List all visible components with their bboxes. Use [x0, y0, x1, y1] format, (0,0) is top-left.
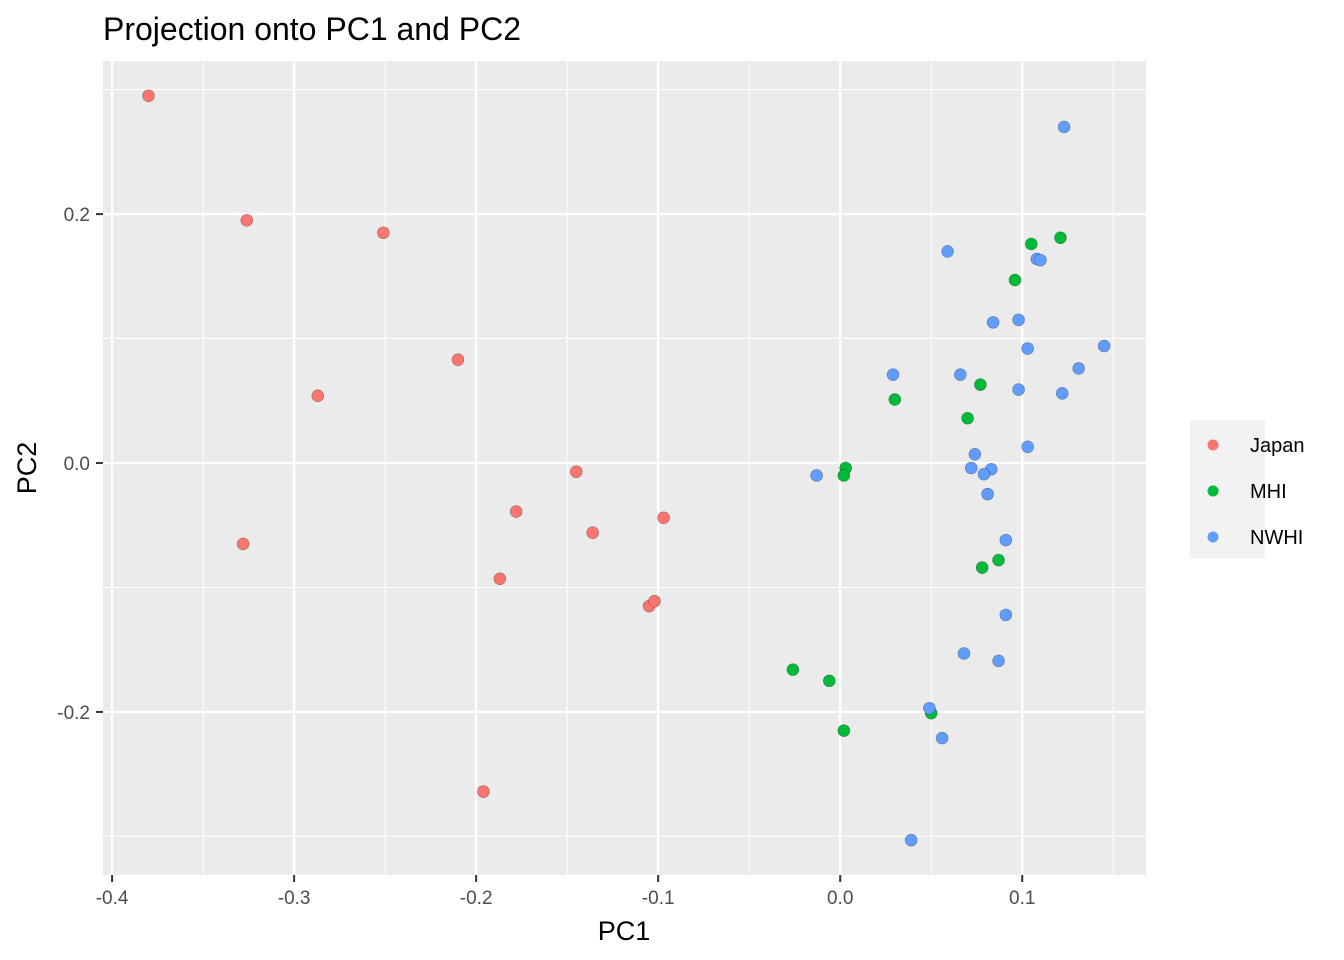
point-japan [509, 505, 523, 518]
point-nwhi [935, 731, 949, 745]
legend-label-japan: Japan [1250, 435, 1305, 457]
point-nwhi [886, 368, 900, 381]
point-nwhi [1021, 440, 1034, 454]
point-mhi [837, 469, 851, 482]
x-tick-label: -0.2 [460, 888, 493, 909]
point-mhi [1054, 231, 1067, 245]
point-nwhi [923, 701, 936, 715]
data-points [142, 89, 1111, 847]
point-nwhi [977, 467, 991, 481]
x-tick-label: -0.1 [642, 888, 675, 909]
point-nwhi [1034, 253, 1047, 267]
point-mhi [974, 378, 987, 391]
point-nwhi [1012, 383, 1025, 396]
y-tick-label: 0.0 [64, 454, 90, 475]
x-axis-title: PC1 [598, 916, 651, 946]
point-mhi [888, 393, 902, 406]
point-mhi [992, 553, 1005, 567]
point-nwhi [999, 608, 1013, 622]
minor-gridlines [103, 61, 1146, 875]
point-nwhi [1057, 120, 1071, 134]
point-japan [311, 389, 325, 403]
point-nwhi [1072, 362, 1085, 375]
point-nwhi [992, 654, 1005, 668]
point-nwhi [941, 245, 954, 258]
point-mhi [961, 411, 974, 425]
point-nwhi [968, 448, 982, 461]
legend-background [1190, 420, 1265, 558]
point-mhi [975, 561, 989, 574]
point-nwhi [964, 461, 978, 475]
y-axis-ticks: -0.2 0.0 0.2 [57, 205, 103, 724]
point-nwhi [1012, 313, 1025, 327]
legend-label-nwhi: NWHI [1250, 527, 1303, 549]
point-japan [477, 785, 490, 798]
point-nwhi [986, 316, 1000, 329]
legend-key-mhi [1207, 485, 1219, 497]
point-mhi [1008, 273, 1022, 287]
x-tick-label: 0.1 [1009, 888, 1035, 909]
chart-title: Projection onto PC1 and PC2 [103, 11, 521, 47]
point-nwhi [1055, 387, 1069, 400]
legend-key-nwhi [1207, 531, 1219, 543]
point-japan [240, 214, 254, 227]
x-tick-label: -0.3 [278, 888, 311, 909]
point-japan [586, 526, 599, 540]
x-tick-label: -0.4 [96, 888, 129, 909]
point-nwhi [1021, 342, 1034, 355]
legend-label-mhi: MHI [1250, 481, 1287, 503]
point-japan [569, 465, 583, 479]
point-japan [451, 353, 465, 367]
legend-key-japan [1207, 439, 1219, 451]
x-axis-ticks: -0.4 -0.3 -0.2 -0.1 0.0 0.1 [96, 875, 1035, 909]
point-nwhi [954, 368, 967, 381]
y-tick-label: 0.2 [64, 205, 90, 226]
point-nwhi [957, 647, 971, 660]
point-nwhi [999, 533, 1013, 547]
point-nwhi [1097, 339, 1111, 353]
point-mhi [786, 663, 800, 676]
point-japan [657, 511, 670, 525]
point-nwhi [904, 833, 918, 847]
y-tick-label: -0.2 [57, 703, 90, 724]
point-mhi [1025, 237, 1038, 251]
point-japan [648, 594, 661, 608]
point-nwhi [810, 469, 823, 482]
point-mhi [837, 724, 851, 737]
point-japan [493, 572, 507, 586]
point-japan [142, 89, 155, 103]
point-nwhi [981, 487, 994, 501]
y-axis-title: PC2 [12, 442, 42, 495]
point-japan [377, 226, 390, 240]
legend: Japan MHI NWHI [1190, 420, 1305, 558]
point-japan [236, 537, 250, 551]
x-tick-label: 0.0 [827, 888, 853, 909]
point-mhi [822, 674, 836, 688]
